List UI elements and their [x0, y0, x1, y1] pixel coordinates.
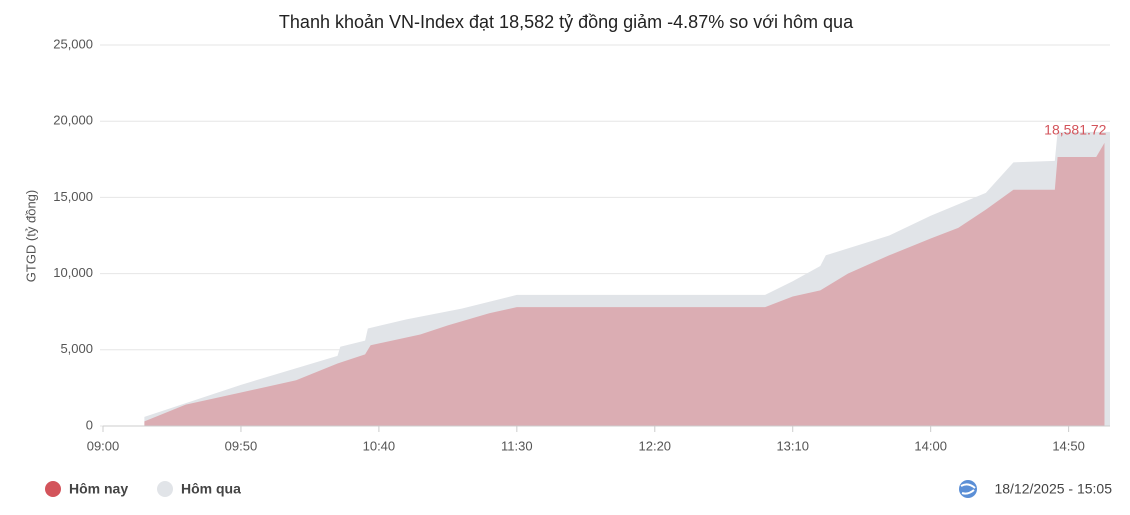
value-label: 18,581.72	[1044, 122, 1106, 138]
y-axis-label: GTGD (tỷ đồng)	[23, 190, 38, 282]
plot-area	[100, 44, 1111, 427]
x-tick-label: 14:50	[1052, 438, 1085, 453]
area	[144, 131, 1111, 427]
x-tick-label: 11:30	[501, 438, 533, 453]
x-tick-label: 09:00	[87, 438, 120, 453]
x-tick-label: 10:40	[363, 438, 396, 453]
area	[144, 142, 1105, 427]
legend-marker	[157, 481, 173, 497]
legend-label[interactable]: Hôm nay	[69, 481, 128, 497]
y-tick-label: 25,000	[53, 36, 93, 51]
y-tick-label: 0	[86, 417, 93, 432]
x-tick-label: 13:10	[776, 438, 809, 453]
y-tick-label: 15,000	[53, 189, 93, 204]
x-tick-label: 09:50	[225, 438, 258, 453]
y-tick-label: 20,000	[53, 113, 93, 128]
y-tick-label: 5,000	[60, 341, 93, 356]
x-tick-label: 14:00	[914, 438, 947, 453]
y-tick-label: 10,000	[53, 265, 93, 280]
x-tick-label: 12:20	[639, 438, 672, 453]
legend-marker	[45, 481, 61, 497]
legend-label[interactable]: Hôm qua	[181, 481, 241, 497]
timestamp-icon	[959, 480, 977, 498]
chart-title: Thanh khoản VN-Index đạt 18,582 tỷ đồng …	[279, 12, 854, 32]
timestamp: 18/12/2025 - 15:05	[994, 481, 1112, 497]
